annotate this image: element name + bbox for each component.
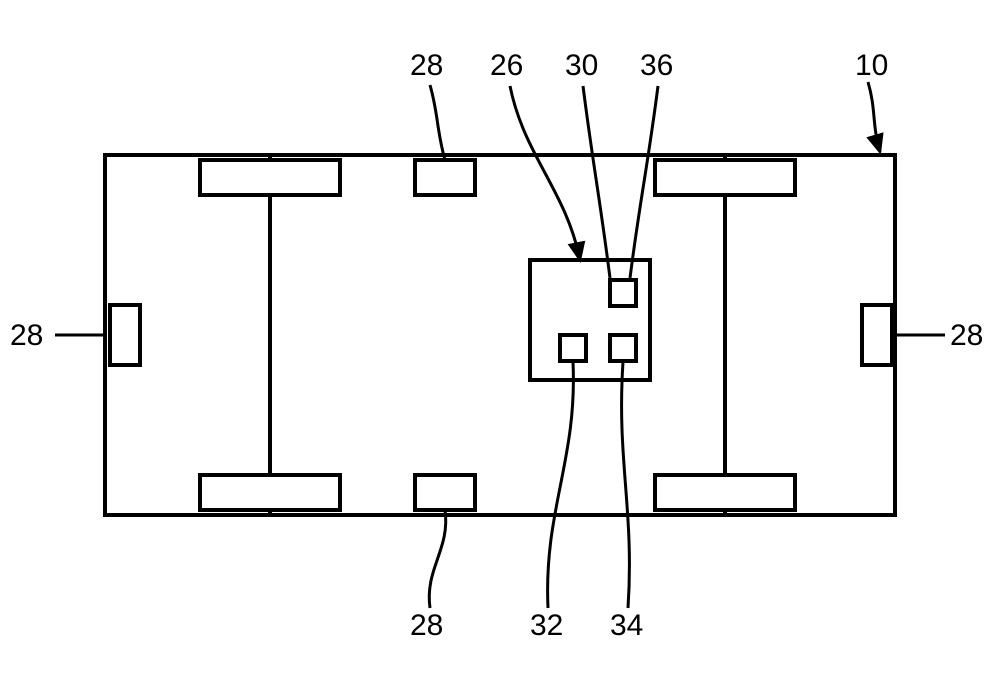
- leader-7: [429, 510, 446, 608]
- label-26: 26: [490, 49, 523, 82]
- wheel-3: [655, 475, 795, 510]
- label-30: 30: [565, 49, 598, 82]
- label-28_bottom: 28: [410, 609, 443, 642]
- label-10: 10: [855, 49, 888, 82]
- label-28_right: 28: [950, 319, 983, 352]
- wheel-2: [655, 160, 795, 195]
- sensor-bottom: [415, 475, 475, 510]
- label-28_top: 28: [410, 49, 443, 82]
- leader-4: [868, 82, 880, 152]
- sensor-right: [862, 305, 892, 365]
- inner-box-32: [560, 335, 586, 361]
- wheel-0: [200, 160, 340, 195]
- chassis-frame: [105, 155, 895, 515]
- leader-0: [430, 85, 445, 160]
- label-32: 32: [530, 609, 563, 642]
- sensor-top: [415, 160, 475, 195]
- diagram-canvas: 10 26 30 32 34 36 28 28 28 28: [0, 0, 1000, 685]
- label-36: 36: [640, 49, 673, 82]
- inner-box-30: [610, 280, 636, 306]
- sensor-left: [110, 305, 140, 365]
- wheel-1: [200, 475, 340, 510]
- inner-box-34: [610, 335, 636, 361]
- label-34: 34: [610, 609, 643, 642]
- label-28_left: 28: [10, 319, 43, 352]
